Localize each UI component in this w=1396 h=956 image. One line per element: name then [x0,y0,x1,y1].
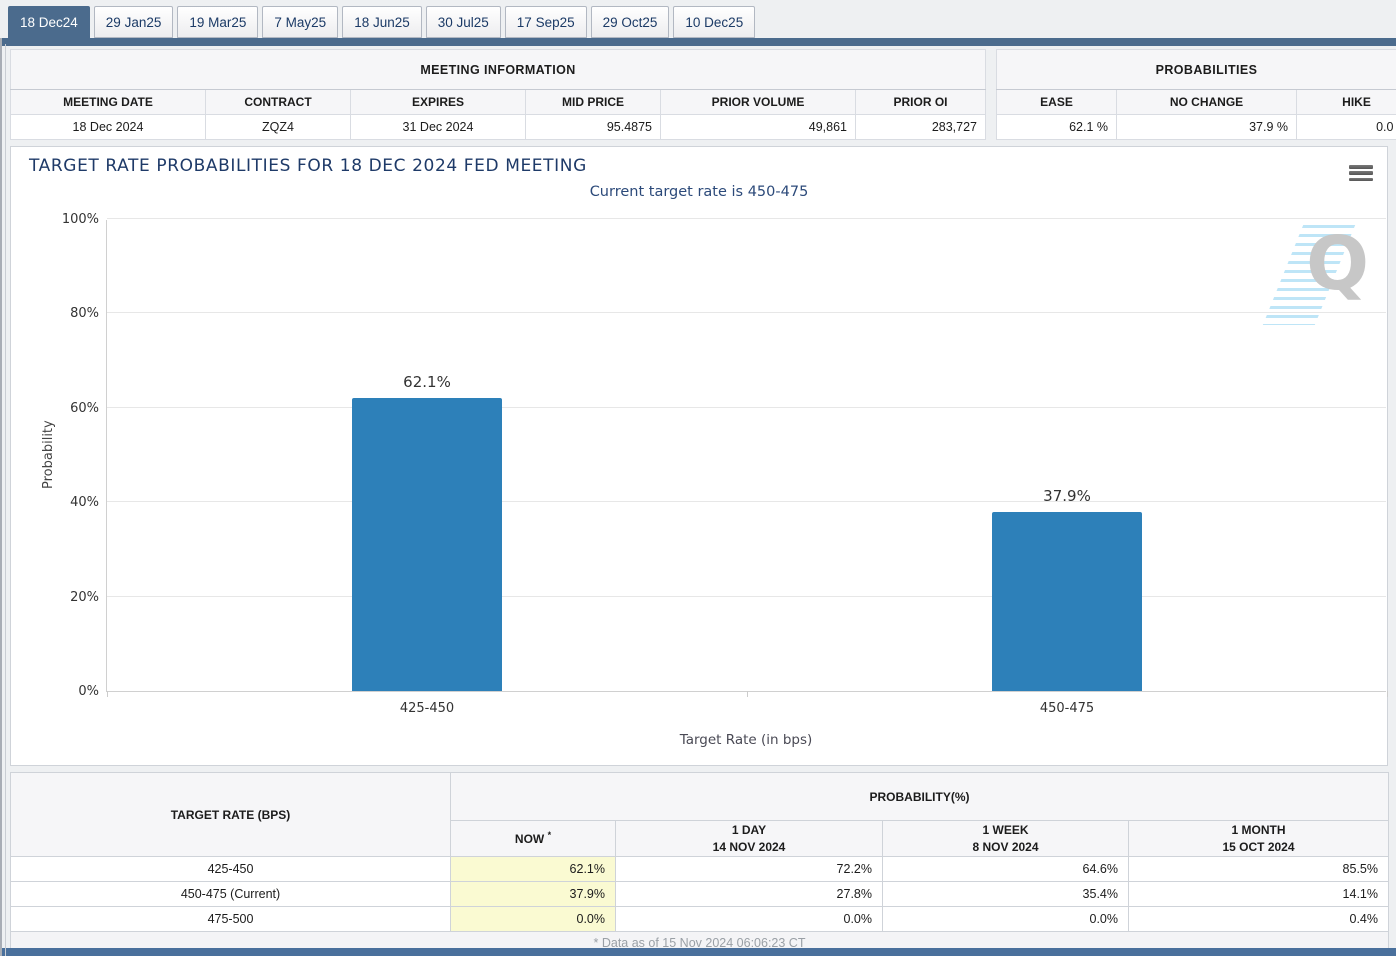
col-meeting-date: MEETING DATE [10,89,206,115]
prior-volume-value: 49,861 [660,114,856,140]
col-hike: HIKE [1295,89,1396,115]
x-axis-title: Target Rate (in bps) [679,732,813,748]
day-475-500: 0.0% [615,906,883,932]
bar-value-label: 37.9% [1043,487,1091,506]
table-row: 475-500 0.0% 0.0% 0.0% 0.4% [10,906,1389,932]
col-1-month-label: 1 MONTH [1231,823,1286,838]
probabilities-title: PROBABILITIES [995,49,1396,90]
target-rate-chart-panel: TARGET RATE PROBABILITIES FOR 18 DEC 202… [10,146,1388,766]
expires-value: 31 Dec 2024 [350,114,526,140]
y-gridline [107,312,1386,314]
col-contract: CONTRACT [205,89,351,115]
contract-value: ZQZ4 [205,114,351,140]
tab-meeting-1[interactable]: 29 Jan25 [93,6,174,38]
rate-475-500: 475-500 [10,906,451,932]
tab-meeting-5[interactable]: 30 Jul25 [425,6,501,38]
probability-history-table: TARGET RATE (BPS) PROBABILITY(%) NOW * 1… [10,772,1389,955]
col-expires: EXPIRES [350,89,526,115]
chart-subtitle: Current target rate is 450-475 [589,184,809,200]
meeting-information-table: MEETING INFORMATION MEETING DATE CONTRAC… [10,49,986,140]
rate-425-450: 425-450 [10,856,451,882]
col-mid-price: MID PRICE [525,89,661,115]
x-category-label: 450-475 [1039,701,1095,716]
col-now: NOW * [450,820,616,857]
day-425-450: 72.2% [615,856,883,882]
now-450-475: 37.9% [450,881,616,907]
week-425-450: 64.6% [882,856,1129,882]
probabilities-table: PROBABILITIES EASE NO CHANGE HIKE 62.1 %… [995,49,1396,140]
chart-title: TARGET RATE PROBABILITIES FOR 18 DEC 202… [29,156,587,176]
group-header-probability: PROBABILITY(%) [450,772,1389,821]
corner-header-target-rate: TARGET RATE (BPS) [10,772,451,857]
y-tick-label: 20% [70,589,99,605]
meeting-date-value: 18 Dec 2024 [10,114,206,140]
y-gridline [107,218,1386,219]
day-450-475: 27.8% [615,881,883,907]
x-axis-tick [1387,691,1388,697]
tab-meeting-0[interactable]: 18 Dec24 [8,6,90,38]
now-425-450: 62.1% [450,856,616,882]
tab-meeting-6[interactable]: 17 Sep25 [504,6,587,38]
now-475-500: 0.0% [450,906,616,932]
x-axis-tick [107,691,108,697]
info-row: MEETING INFORMATION MEETING DATE CONTRAC… [10,49,1396,140]
prior-oi-value: 283,727 [855,114,986,140]
col-now-asterisk: * [547,830,552,841]
col-prior-volume: PRIOR VOLUME [660,89,856,115]
ease-value: 62.1 % [996,114,1117,140]
y-gridline [107,501,1386,503]
y-tick-label: 80% [70,306,99,322]
table-row: 450-475 (Current) 37.9% 27.8% 35.4% 14.1… [10,881,1389,907]
col-1-week-date: 8 NOV 2024 [972,839,1039,854]
month-425-450: 85.5% [1128,856,1389,882]
y-gridline [107,595,1386,597]
x-category-label: 425-450 [399,701,455,716]
col-1-week: 1 WEEK 8 NOV 2024 [882,820,1129,857]
selected-tab-accent-bar [0,38,1396,46]
x-axis-tick [747,691,748,697]
col-now-label: NOW [514,832,545,847]
col-1-month: 1 MONTH 15 OCT 2024 [1128,820,1389,857]
tab-meeting-8[interactable]: 10 Dec25 [673,6,756,38]
bottom-chrome-bar [0,948,1396,956]
col-prior-oi: PRIOR OI [855,89,986,115]
table-row: 425-450 62.1% 72.2% 64.6% 85.5% [10,856,1389,882]
col-1-month-date: 15 OCT 2024 [1222,839,1295,854]
rate-450-475: 450-475 (Current) [10,881,451,907]
y-tick-label: 60% [70,400,99,416]
probabilities-row: 62.1 % 37.9 % 0.0 % [996,114,1396,140]
col-ease: EASE [996,89,1117,115]
y-tick-label: 40% [70,495,99,511]
y-gridline [107,406,1386,408]
chart-bar[interactable] [992,512,1142,691]
y-axis-title: Probability [41,420,56,489]
meeting-information-row: 18 Dec 2024 ZQZ4 31 Dec 2024 95.4875 49,… [10,114,986,140]
week-450-475: 35.4% [882,881,1129,907]
col-1-week-label: 1 WEEK [982,823,1029,838]
tab-meeting-2[interactable]: 19 Mar25 [177,6,259,38]
plot-area: 0% 20% 40% 60% 80% 100% 62.1% 425-450 37.9% 450-4… [62,212,1388,716]
meeting-tabs: 18 Dec24 29 Jan25 19 Mar25 7 May25 18 Ju… [0,0,1396,38]
tab-meeting-4[interactable]: 18 Jun25 [342,6,422,38]
no-change-value: 37.9 % [1116,114,1297,140]
mid-price-value: 95.4875 [525,114,661,140]
month-475-500: 0.4% [1128,906,1389,932]
y-tick-label: 100% [61,212,99,227]
chart-export-menu-icon[interactable] [1348,164,1374,184]
chart-bar[interactable] [352,397,502,691]
col-1-day: 1 DAY 14 NOV 2024 [615,820,883,857]
hike-value: 0.0 % [1295,114,1396,140]
tab-meeting-3[interactable]: 7 May25 [262,6,339,38]
bar-value-label: 62.1% [403,372,451,391]
col-no-change: NO CHANGE [1116,89,1297,115]
col-1-day-label: 1 DAY [731,823,767,838]
col-1-day-date: 14 NOV 2024 [712,839,786,854]
meeting-information-title: MEETING INFORMATION [10,49,986,90]
tab-meeting-7[interactable]: 29 Oct25 [590,6,670,38]
y-tick-label: 0% [78,684,99,699]
week-475-500: 0.0% [882,906,1129,932]
month-450-475: 14.1% [1128,881,1389,907]
